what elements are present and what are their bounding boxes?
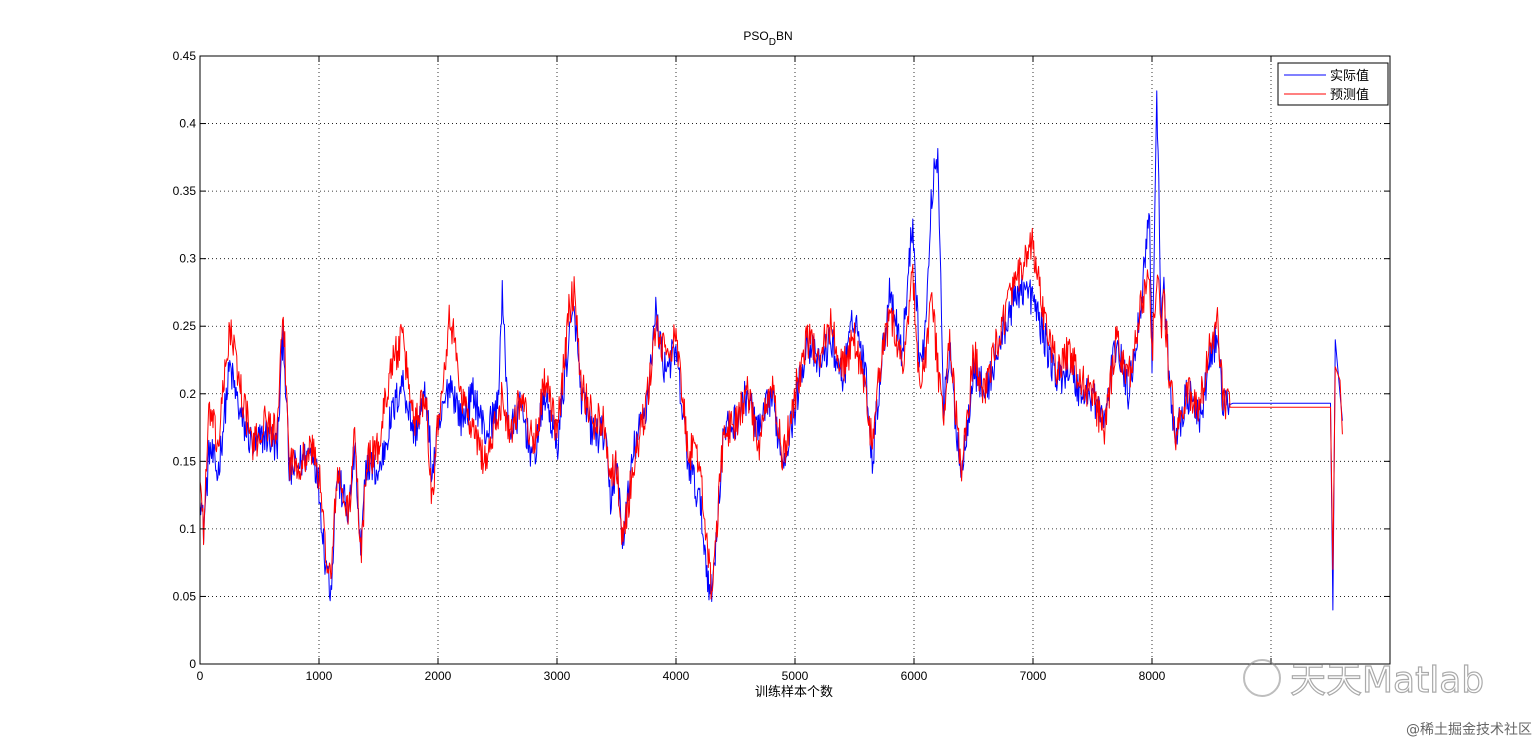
- legend-label-predicted: 预测值: [1330, 87, 1369, 103]
- x-tick-label: 2000: [425, 669, 452, 683]
- y-tick-label: 0.15: [173, 454, 197, 468]
- y-tick-label: 0.25: [173, 319, 197, 333]
- x-tick-label: 3000: [544, 669, 571, 683]
- y-tick-label: 0.45: [173, 49, 197, 63]
- x-tick-label: 0: [197, 669, 204, 683]
- y-tick-label: 0: [189, 657, 196, 671]
- watermark-brand: 天天Matlab: [1290, 660, 1484, 701]
- y-tick-label: 0.4: [179, 117, 196, 131]
- series-layer: [199, 90, 1343, 611]
- y-tick-label: 0.3: [179, 252, 196, 266]
- x-tick-label: 6000: [901, 669, 928, 683]
- chart-title-main: PSO: [743, 29, 768, 43]
- legend: 实际值 预测值: [1277, 62, 1389, 106]
- y-tick-label: 0.2: [179, 387, 196, 401]
- wechat-icon: [1243, 659, 1281, 697]
- x-tick-label: 4000: [663, 669, 690, 683]
- watermark: 天天Matlab: [1243, 659, 1485, 702]
- watermark-community: @稀土掘金技术社区: [1406, 722, 1532, 738]
- ticks-layer: 0 1000 2000 3000 4000 5000 6000 7000 8000 0 0.05 0.…: [173, 49, 1391, 683]
- x-tick-label: 1000: [306, 669, 333, 683]
- x-tick-label: 5000: [782, 669, 809, 683]
- x-tick-label: 7000: [1020, 669, 1047, 683]
- chart-title-tail: BN: [776, 29, 793, 43]
- chart-title: PSODBN: [743, 29, 792, 48]
- series-line-predicted: [199, 227, 1343, 600]
- chart-title-subscript: D: [769, 37, 776, 48]
- y-tick-label: 0.35: [173, 184, 197, 198]
- legend-label-actual: 实际值: [1330, 68, 1369, 84]
- y-tick-label: 0.1: [179, 522, 196, 536]
- legend-box: [1277, 62, 1389, 106]
- y-tick-label: 0.05: [173, 589, 197, 603]
- x-tick-label: 8000: [1139, 669, 1166, 683]
- x-axis-label: 训练样本个数: [755, 685, 833, 700]
